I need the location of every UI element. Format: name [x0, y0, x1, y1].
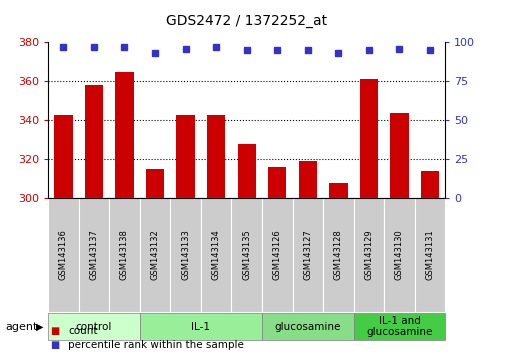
Text: agent: agent	[5, 321, 37, 332]
Text: GSM143134: GSM143134	[211, 229, 220, 280]
Text: GSM143130: GSM143130	[394, 229, 403, 280]
Text: ▶: ▶	[36, 321, 44, 332]
Bar	[329, 183, 347, 198]
Text: GSM143127: GSM143127	[302, 229, 312, 280]
Bar	[84, 85, 103, 198]
Bar	[176, 114, 194, 198]
Bar	[54, 114, 72, 198]
Text: IL-1: IL-1	[191, 321, 210, 332]
Text: GDS2472 / 1372252_at: GDS2472 / 1372252_at	[166, 14, 327, 28]
Text: GSM143132: GSM143132	[150, 229, 159, 280]
Text: count: count	[68, 326, 97, 336]
Text: GSM143129: GSM143129	[364, 229, 373, 280]
Bar	[115, 72, 133, 198]
Text: IL-1 and
glucosamine: IL-1 and glucosamine	[366, 316, 432, 337]
Text: ■: ■	[50, 326, 60, 336]
Bar	[145, 169, 164, 198]
Text: GSM143131: GSM143131	[425, 229, 434, 280]
Text: GSM143137: GSM143137	[89, 229, 98, 280]
Text: GSM143136: GSM143136	[59, 229, 68, 280]
Text: GSM143138: GSM143138	[120, 229, 129, 280]
Text: GSM143126: GSM143126	[272, 229, 281, 280]
Text: glucosamine: glucosamine	[274, 321, 340, 332]
Bar	[207, 114, 225, 198]
Bar	[359, 79, 377, 198]
Bar	[268, 167, 286, 198]
Text: GSM143133: GSM143133	[181, 229, 190, 280]
Text: control: control	[76, 321, 112, 332]
Bar	[420, 171, 438, 198]
Text: ■: ■	[50, 340, 60, 350]
Text: percentile rank within the sample: percentile rank within the sample	[68, 340, 244, 350]
Bar	[237, 144, 256, 198]
Text: GSM143128: GSM143128	[333, 229, 342, 280]
Bar	[298, 161, 316, 198]
Text: GSM143135: GSM143135	[242, 229, 250, 280]
Bar	[389, 113, 408, 198]
